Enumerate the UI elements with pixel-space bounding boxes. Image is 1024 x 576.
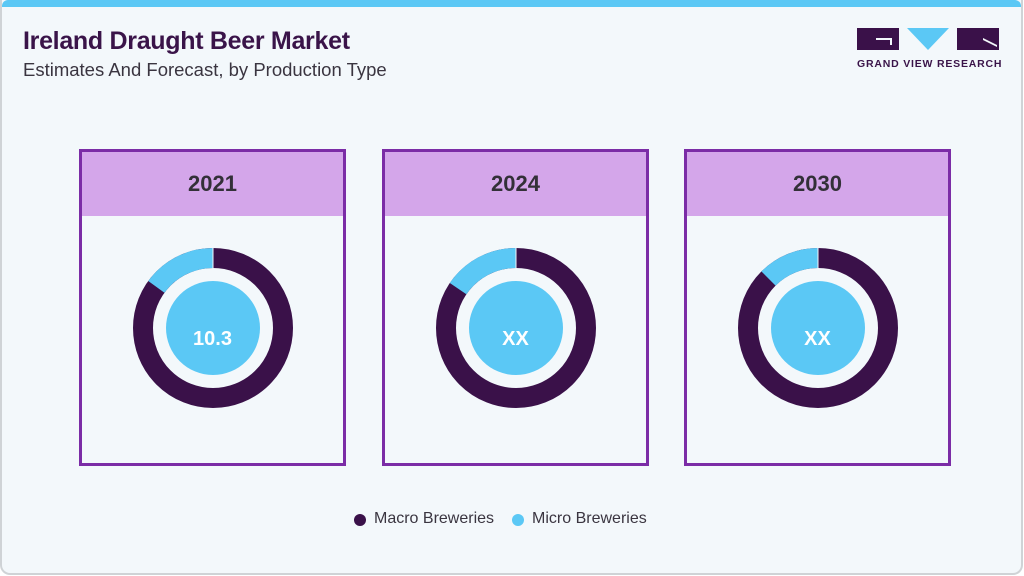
chart-legend: Macro Breweries Micro Breweries [354,510,665,528]
center-value: XX [804,328,831,350]
legend-label: Micro Breweries [532,510,647,527]
card-year-label: 2030 [687,152,948,216]
year-card-2024: 2024 XX [382,149,649,466]
card-year-label: 2021 [82,152,343,216]
center-value: XX [502,328,529,350]
donut-chart-2030 [737,248,898,408]
year-card-2030: 2030 XX [684,149,951,466]
top-accent-stripe [2,0,1021,7]
legend-label: Macro Breweries [374,510,495,527]
legend-item-micro: Micro Breweries [512,510,647,528]
page-title: Ireland Draught Beer Market [23,27,350,55]
year-card-2021: 2021 10.3 [79,149,346,466]
center-circle [468,281,563,375]
gvr-logo-icon [857,28,999,50]
donut-chart-2021 [132,248,293,408]
center-circle [770,281,865,375]
page-subtitle: Estimates And Forecast, by Production Ty… [23,59,387,80]
macro-dot-icon [354,514,366,526]
micro-dot-icon [512,514,525,526]
legend-item-macro: Macro Breweries [354,510,494,528]
card-year-label: 2024 [385,152,646,216]
logo-text: GRAND VIEW RESEARCH [857,58,1003,70]
donut-chart-2024 [435,248,596,408]
center-value: 10.3 [193,328,232,350]
center-circle [165,281,260,375]
